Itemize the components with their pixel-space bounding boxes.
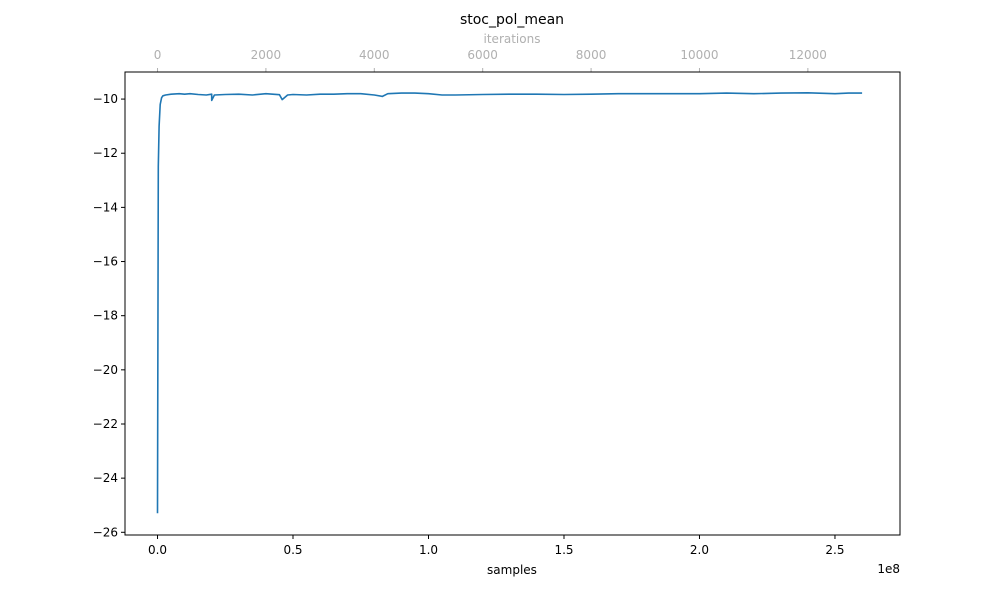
x-axis-label: samples [487, 563, 537, 577]
top-x-axis-label: iterations [484, 32, 541, 46]
top-x-axis-ticks: 0 2000 4000 6000 8000 10000 12000 [154, 48, 827, 72]
series-line [156, 92, 863, 514]
y-tick-label: −24 [93, 471, 118, 485]
y-tick-label: −14 [93, 200, 118, 214]
y-tick-label: −10 [93, 92, 118, 106]
top-x-tick-label: 10000 [680, 48, 718, 62]
y-tick-label: −18 [93, 309, 118, 323]
x-tick-label: 1.0 [419, 543, 438, 557]
chart-title: stoc_pol_mean [460, 12, 564, 28]
y-tick-label: −26 [93, 525, 118, 539]
top-x-tick-label: 12000 [789, 48, 827, 62]
y-tick-label: −20 [93, 363, 118, 377]
series-layer [156, 92, 863, 514]
y-tick-label: −16 [93, 255, 118, 269]
top-x-tick-label: 8000 [576, 48, 607, 62]
top-x-tick-label: 6000 [467, 48, 498, 62]
top-x-tick-label: 4000 [359, 48, 390, 62]
y-tick-label: −22 [93, 417, 118, 431]
x-axis-ticks: 0.0 0.5 1.0 1.5 2.0 2.5 [148, 535, 845, 557]
top-x-tick-label: 2000 [251, 48, 282, 62]
top-x-tick-label: 0 [154, 48, 162, 62]
x-axis-offset-label: 1e8 [877, 562, 900, 576]
plot-frame [124, 71, 901, 536]
x-tick-label: 2.0 [690, 543, 709, 557]
x-tick-label: 2.5 [825, 543, 844, 557]
x-tick-label: 1.5 [554, 543, 573, 557]
x-tick-label: 0.5 [283, 543, 302, 557]
x-tick-label: 0.0 [148, 543, 167, 557]
y-axis-ticks: −26 −24 −22 −20 −18 −16 −14 −12 −10 [93, 92, 125, 539]
y-tick-label: −12 [93, 146, 118, 160]
